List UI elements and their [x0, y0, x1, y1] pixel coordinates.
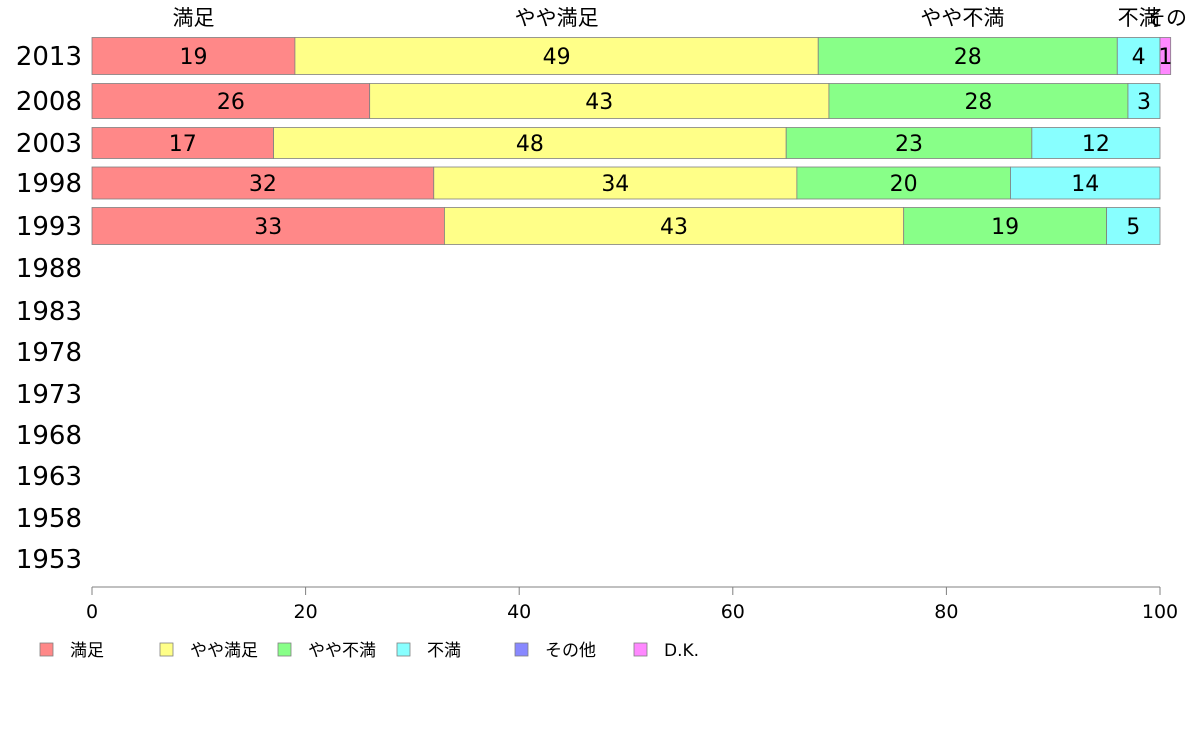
top-category-labels: 満足 やや満足 やや不満 不満その...	[172, 6, 1188, 30]
bar-segment	[785, 127, 1033, 159]
x-tick-label: 20	[294, 601, 318, 623]
bar-value-label: 28	[954, 45, 982, 70]
year-label: 1963	[16, 462, 82, 492]
top-category-label: やや不満	[920, 6, 1004, 30]
top-category-label: その...	[1145, 6, 1188, 30]
legend-swatch	[277, 642, 292, 657]
bar-segment	[91, 127, 274, 159]
bar-value-label: 20	[890, 172, 918, 197]
bar-segment	[369, 83, 830, 119]
top-category-label: 満足	[172, 6, 214, 30]
bar-value-label: 43	[660, 215, 688, 240]
year-label: 1993	[16, 212, 82, 242]
bar-value-label: 28	[964, 90, 992, 115]
bar-segment	[1106, 207, 1161, 245]
bar-segment	[1010, 166, 1161, 200]
bar-segment	[433, 166, 798, 200]
legend-label: その他	[545, 641, 596, 661]
bar-value-label: 43	[585, 90, 613, 115]
bar-segment	[817, 37, 1118, 75]
bar-segment	[796, 166, 1011, 200]
bar-value-label: 33	[254, 215, 282, 240]
legend: 満足 やや満足 やや不満 不満 その他 D.K.	[39, 641, 699, 661]
x-tick-label: 0	[86, 601, 98, 623]
year-label: 2008	[16, 87, 82, 117]
bar-segment	[91, 37, 296, 75]
x-tick-label: 60	[721, 601, 745, 623]
x-tick-label: 100	[1142, 601, 1178, 623]
bar-segment	[828, 83, 1129, 119]
top-category-label: 不満	[1118, 6, 1160, 30]
year-label: 1978	[16, 338, 82, 368]
legend-swatch	[396, 642, 411, 657]
bar-segment	[1031, 127, 1161, 159]
bar-value-label: 19	[991, 215, 1019, 240]
x-tick-label: 80	[934, 601, 958, 623]
legend-swatch	[39, 642, 54, 657]
bar-value-label: 17	[169, 132, 197, 157]
bar-value-label: 48	[516, 132, 544, 157]
legend-label: やや不満	[308, 641, 376, 661]
top-category-label: やや満足	[515, 6, 599, 30]
bar-value-label: 49	[543, 45, 571, 70]
bar-value-label: 5	[1126, 215, 1140, 240]
x-axis: 0 20 40 60 80 100	[86, 586, 1178, 623]
bar-segment	[294, 37, 819, 75]
bar-value-label: 23	[895, 132, 923, 157]
bar-segment	[903, 207, 1107, 245]
year-label: 1958	[16, 504, 82, 534]
x-tick-label: 40	[507, 601, 531, 623]
legend-label: 満足	[70, 641, 104, 661]
year-label: 2003	[16, 129, 82, 159]
year-labels: 2013 2008 2003 1998 1993 1988 1983 1978 1973 1968…	[16, 42, 82, 575]
legend-swatch	[159, 642, 174, 657]
bar-segment	[444, 207, 905, 245]
bar-value-label: 1	[1158, 45, 1172, 70]
bar-value-label: 3	[1137, 90, 1151, 115]
bar-value-label: 14	[1071, 172, 1099, 197]
legend-label: やや満足	[190, 641, 258, 661]
year-label: 1953	[16, 545, 82, 575]
bar-value-label: 34	[601, 172, 629, 197]
bar-value-label: 26	[217, 90, 245, 115]
bar-segment	[1127, 83, 1161, 119]
legend-label: 不満	[427, 641, 461, 661]
bar-segment	[273, 127, 787, 159]
bar-segment	[91, 83, 371, 119]
year-label: 1983	[16, 297, 82, 327]
bars-group: 19 49 28 4 1 26 43 28 3 17 48 23 12 32 34 20 14 33 43 19 5	[91, 37, 1172, 245]
bar-value-label: 4	[1132, 45, 1146, 70]
year-label: 1968	[16, 421, 82, 451]
legend-label: D.K.	[664, 641, 699, 661]
bar-segment	[1116, 37, 1161, 75]
year-label: 1998	[16, 169, 82, 199]
bar-value-label: 32	[249, 172, 277, 197]
bar-segment	[91, 207, 445, 245]
bar-value-label: 12	[1082, 132, 1110, 157]
legend-swatch	[633, 642, 648, 657]
year-label: 2013	[16, 42, 82, 72]
bar-segment	[1159, 37, 1172, 75]
legend-swatch	[514, 642, 529, 657]
year-label: 1973	[16, 380, 82, 410]
bar-value-label: 19	[179, 45, 207, 70]
year-label: 1988	[16, 254, 82, 284]
